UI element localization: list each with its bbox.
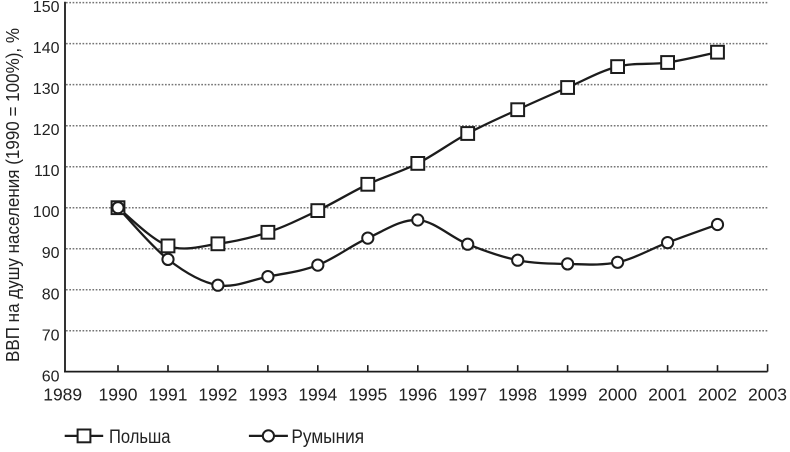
svg-text:2001: 2001	[648, 384, 687, 404]
svg-text:120: 120	[33, 122, 60, 139]
svg-text:Польша: Польша	[109, 427, 171, 447]
svg-text:1995: 1995	[348, 384, 387, 404]
svg-text:100: 100	[33, 204, 60, 221]
svg-text:150: 150	[33, 0, 60, 16]
svg-text:90: 90	[42, 245, 60, 262]
svg-text:ВВП на душу населения (1990 =: ВВП на душу населения (1990 = 100%), %	[2, 28, 23, 362]
svg-text:2003: 2003	[748, 384, 787, 404]
svg-text:140: 140	[33, 40, 60, 57]
svg-text:80: 80	[42, 286, 60, 303]
svg-text:1990: 1990	[99, 384, 138, 404]
svg-text:2002: 2002	[698, 384, 737, 404]
svg-text:110: 110	[34, 163, 60, 180]
svg-text:1991: 1991	[149, 384, 188, 404]
svg-text:1996: 1996	[398, 384, 437, 404]
svg-text:1989: 1989	[43, 384, 82, 404]
svg-text:2000: 2000	[598, 384, 637, 404]
svg-text:1997: 1997	[448, 384, 487, 404]
svg-text:70: 70	[42, 327, 60, 344]
svg-text:1993: 1993	[248, 384, 287, 404]
svg-text:60: 60	[42, 368, 60, 385]
svg-text:Румыния: Румыния	[291, 427, 364, 447]
svg-text:1999: 1999	[548, 384, 587, 404]
svg-text:1994: 1994	[298, 384, 337, 404]
svg-text:130: 130	[33, 81, 60, 98]
svg-text:1998: 1998	[498, 384, 537, 404]
svg-text:1992: 1992	[198, 384, 237, 404]
